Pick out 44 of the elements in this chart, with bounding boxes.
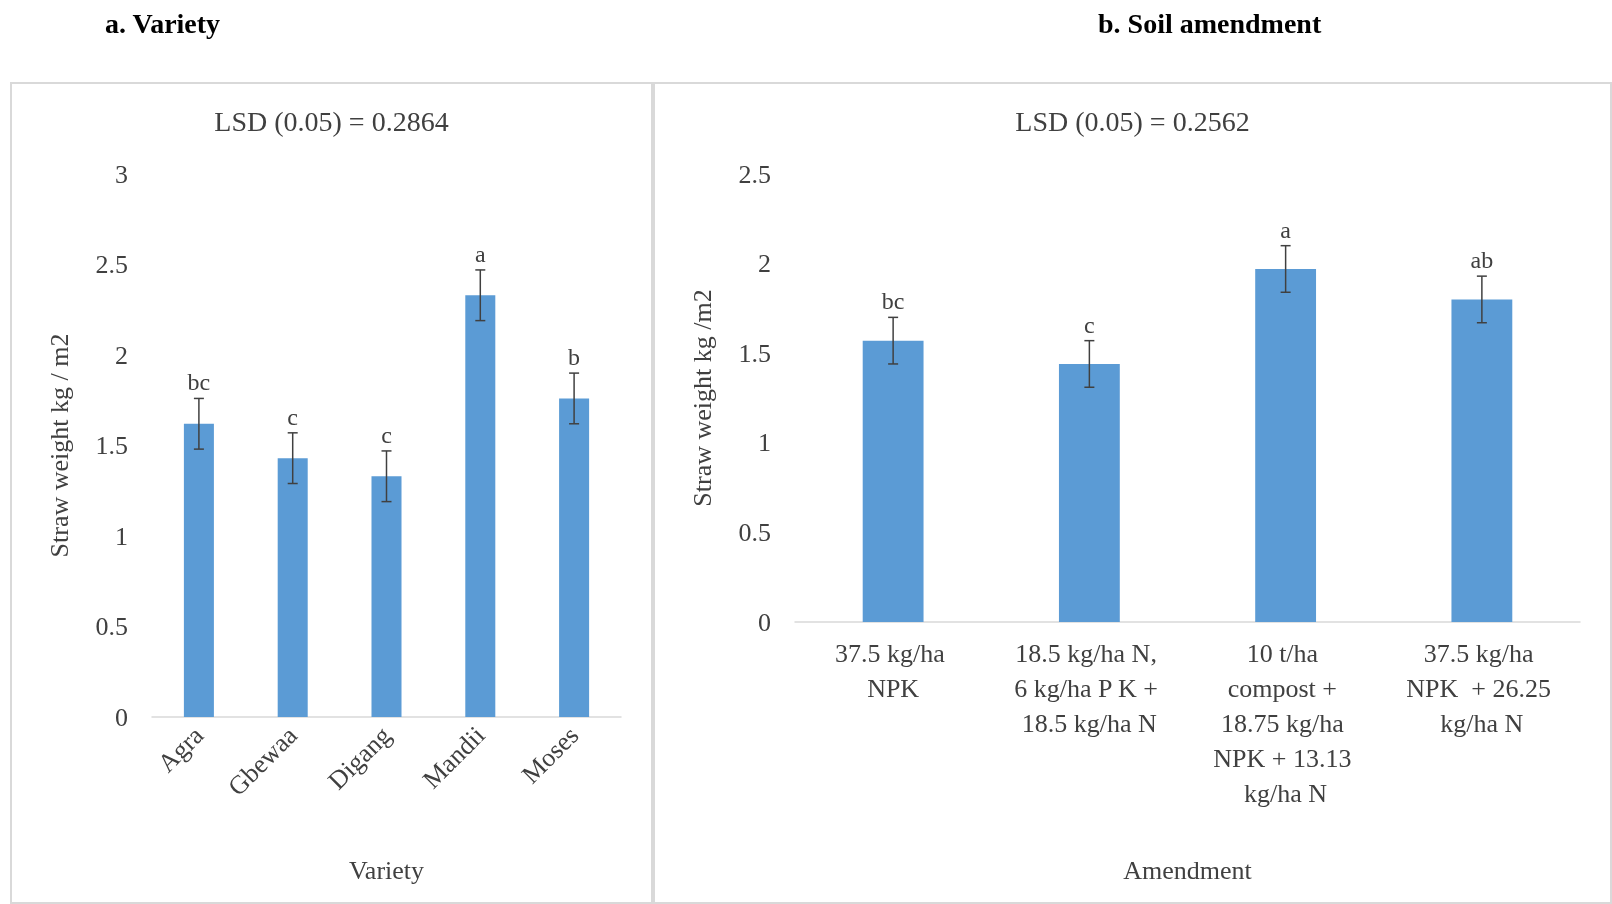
y-tick-label: 0 bbox=[115, 702, 128, 732]
y-tick-label: 2.5 bbox=[738, 159, 771, 189]
y-axis-title: Straw weight kg / m2 bbox=[44, 333, 74, 558]
bar bbox=[183, 423, 214, 717]
y-axis-title: Straw weight kg /m2 bbox=[687, 289, 717, 507]
chart-title: a. Variety bbox=[105, 8, 221, 40]
bar bbox=[277, 458, 308, 717]
y-tick-label: 2 bbox=[115, 340, 128, 370]
y-tick-label: 1.5 bbox=[738, 338, 771, 368]
annotation: a bbox=[1280, 216, 1292, 243]
x-tick-label: 18.5 kg/ha N, 6 kg/ha P K + 18.5 kg/ha N bbox=[1014, 639, 1165, 738]
y-tick-label: 3 bbox=[115, 159, 128, 189]
bar bbox=[1451, 299, 1513, 622]
y-tick-label: 0.5 bbox=[738, 517, 771, 547]
x-tick-label: 10 t/ha compost + 18.75 kg/ha NPK + 13.13 kg/ha N bbox=[1213, 639, 1358, 808]
y-tick-label: 1.5 bbox=[95, 431, 128, 460]
annotation: c bbox=[1084, 311, 1095, 338]
x-axis-title: Amendment bbox=[1123, 855, 1253, 885]
annotation: c bbox=[381, 421, 392, 448]
bar bbox=[371, 476, 402, 717]
y-tick-label: 0 bbox=[758, 607, 771, 637]
x-tick-label: Agra bbox=[151, 720, 210, 778]
y-tick-label: 2.5 bbox=[95, 250, 128, 279]
chart-title: b. Soil amendment bbox=[1098, 8, 1322, 40]
chart-subtitle: LSD (0.05) = 0.2864 bbox=[214, 105, 449, 137]
annotation: c bbox=[287, 403, 299, 430]
x-axis-title: Variety bbox=[348, 855, 425, 885]
bar bbox=[1255, 268, 1317, 622]
annotation: ab bbox=[1470, 247, 1494, 274]
bar bbox=[862, 340, 924, 622]
y-tick-label: 0.5 bbox=[95, 612, 128, 641]
annotation: b bbox=[568, 344, 581, 371]
y-tick-label: 2 bbox=[758, 249, 771, 279]
bar bbox=[559, 398, 590, 717]
y-tick-label: 1 bbox=[115, 521, 128, 551]
annotation: a bbox=[474, 240, 486, 267]
annotation: bc bbox=[881, 288, 905, 315]
bar bbox=[1058, 363, 1120, 622]
y-tick-label: 1 bbox=[758, 428, 771, 458]
chart-subtitle: LSD (0.05) = 0.2562 bbox=[1015, 105, 1250, 137]
x-tick-label: 37.5 kg/ha NPK + 26.25 kg/ha N bbox=[1406, 639, 1558, 738]
annotation: bc bbox=[187, 369, 211, 396]
x-tick-label: 37.5 kg/ha NPK bbox=[834, 639, 952, 703]
bar bbox=[465, 295, 496, 717]
